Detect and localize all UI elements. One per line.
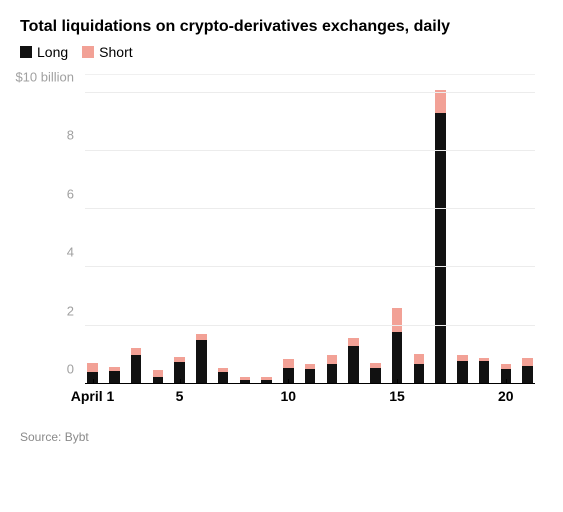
y-tick-label: 2 <box>67 303 80 318</box>
bars-container <box>85 75 535 384</box>
bar-segment-short <box>522 358 533 366</box>
gridline <box>85 325 535 326</box>
legend-swatch-short <box>82 46 94 58</box>
bar-segment-short <box>327 355 338 364</box>
bar-segment-short <box>414 354 425 364</box>
bar-segment-long <box>414 364 425 384</box>
bar-segment-short <box>392 308 403 331</box>
bar-slot <box>370 75 381 384</box>
bar-segment-long <box>348 346 359 384</box>
bar-segment-long <box>305 369 316 384</box>
legend-label-short: Short <box>99 44 132 60</box>
x-tick-label: April 1 <box>71 388 115 404</box>
legend-label-long: Long <box>37 44 68 60</box>
x-tick-label: 15 <box>389 388 405 404</box>
bar-segment-short <box>435 90 446 113</box>
x-tick-mark <box>180 379 181 384</box>
bar-segment-long <box>435 113 446 384</box>
bar-slot <box>218 75 229 384</box>
bar-segment-long <box>131 355 142 384</box>
gridline <box>85 266 535 267</box>
legend-item-long: Long <box>20 44 68 60</box>
x-axis: April 15101520 <box>85 384 535 414</box>
bar-slot <box>261 75 272 384</box>
bar-slot <box>348 75 359 384</box>
bar-slot <box>109 75 120 384</box>
y-tick-label: $10 billion <box>15 69 80 84</box>
bar-slot <box>522 75 533 384</box>
x-tick-mark <box>397 379 398 384</box>
y-axis: 02468$10 billion <box>20 74 80 384</box>
bar-segment-long <box>196 340 207 384</box>
chart-legend: Long Short <box>20 44 543 60</box>
bar-segment-long <box>392 332 403 384</box>
bar-slot <box>87 75 98 384</box>
gridline <box>85 208 535 209</box>
bar-slot <box>153 75 164 384</box>
source-text: Source: Bybt <box>20 430 543 444</box>
bar-slot <box>414 75 425 384</box>
gridline <box>85 92 535 93</box>
bar-slot <box>240 75 251 384</box>
legend-swatch-long <box>20 46 32 58</box>
y-tick-label: 6 <box>67 186 80 201</box>
bar-slot <box>131 75 142 384</box>
x-tick-mark <box>93 379 94 384</box>
bar-slot <box>392 75 403 384</box>
bar-segment-long <box>370 368 381 384</box>
y-tick-label: 4 <box>67 245 80 260</box>
chart-title: Total liquidations on crypto-derivatives… <box>20 18 543 36</box>
bar-slot <box>283 75 294 384</box>
bar-segment-short <box>283 359 294 368</box>
y-tick-label: 8 <box>67 128 80 143</box>
bar-slot <box>501 75 512 384</box>
bar-segment-long <box>522 366 533 384</box>
legend-item-short: Short <box>82 44 132 60</box>
x-tick-label: 10 <box>280 388 296 404</box>
x-tick-mark <box>288 379 289 384</box>
bar-segment-short <box>348 338 359 346</box>
bar-slot <box>196 75 207 384</box>
bar-slot <box>435 75 446 384</box>
bar-slot <box>305 75 316 384</box>
gridline <box>85 150 535 151</box>
bar-segment-long <box>327 364 338 384</box>
bar-slot <box>327 75 338 384</box>
bar-segment-long <box>457 361 468 384</box>
x-tick-label: 20 <box>498 388 514 404</box>
chart-area: 02468$10 billion April 15101520 <box>20 74 543 414</box>
bar-slot <box>479 75 490 384</box>
bar-slot <box>457 75 468 384</box>
bar-segment-short <box>87 363 98 372</box>
x-tick-label: 5 <box>176 388 184 404</box>
plot-area <box>85 74 535 384</box>
y-tick-label: 0 <box>67 362 80 377</box>
bar-slot <box>174 75 185 384</box>
bar-segment-long <box>479 361 490 384</box>
x-tick-mark <box>506 379 507 384</box>
